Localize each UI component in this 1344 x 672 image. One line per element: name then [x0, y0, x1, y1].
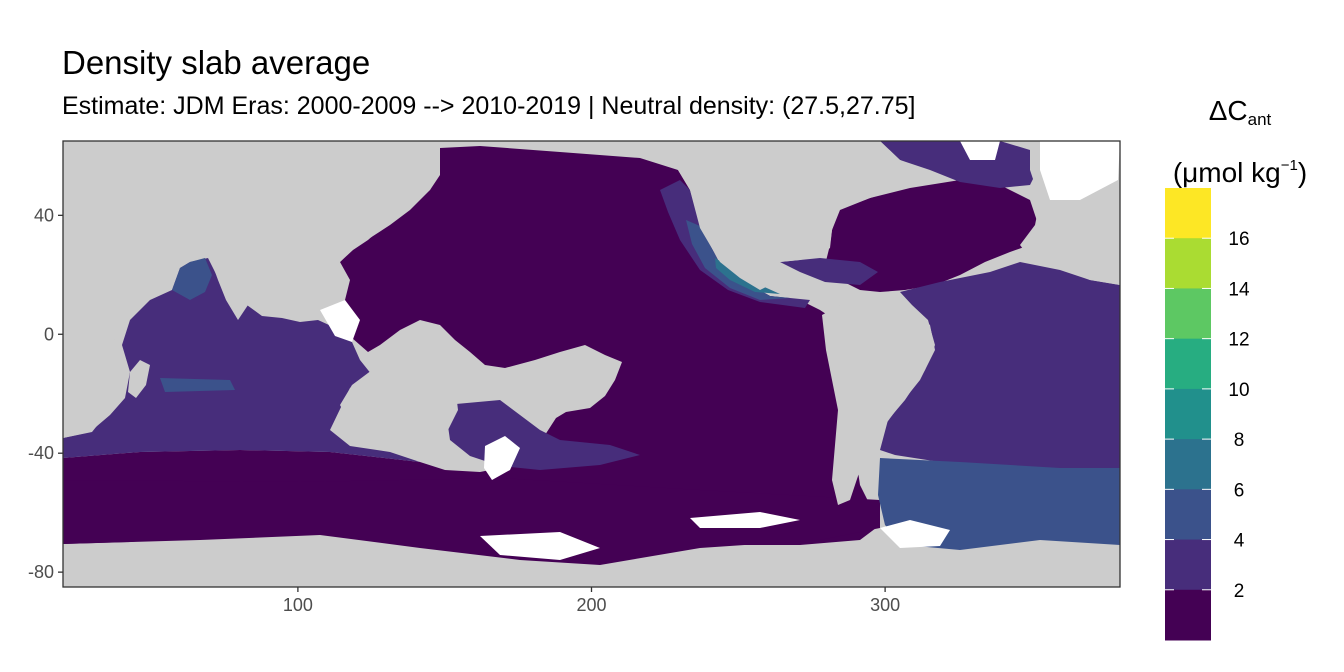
- caribbean: [780, 258, 878, 285]
- colorbar-swatch: [1165, 489, 1211, 541]
- legend-title: ΔCant (μmol kg−1): [1150, 88, 1330, 196]
- y-tick-label: 0: [44, 324, 54, 344]
- colorbar-swatch: [1165, 589, 1211, 641]
- colorbar-swatch: [1165, 288, 1211, 340]
- no-data-baffin: [960, 141, 1000, 160]
- y-tick-label: -80: [28, 562, 54, 582]
- no-data-indonesia: [320, 300, 360, 342]
- madagascar-land: [128, 360, 150, 398]
- map-panel: [63, 141, 1120, 587]
- map-subtitle: Estimate: JDM Eras: 2000-2009 --> 2010-2…: [62, 92, 916, 120]
- colorbar-legend: 2 4 6 8 10 12 14 16: [1165, 188, 1250, 641]
- colorbar-label: 14: [1228, 279, 1250, 300]
- no-data-weddell: [880, 520, 950, 548]
- south-atlantic-band: [878, 458, 1120, 550]
- x-tick-label: 300: [870, 595, 900, 615]
- colorbar-swatch: [1165, 439, 1211, 490]
- no-data-europe: [1040, 141, 1120, 200]
- legend-subscript: ant: [1247, 110, 1272, 129]
- legend-unit-close: ): [1297, 157, 1308, 188]
- north-america-land: [640, 141, 930, 290]
- india-land: [210, 250, 262, 320]
- eurasia-land: [63, 141, 440, 270]
- no-data-antarctic-shelf: [480, 532, 600, 560]
- antarctica-land: [63, 548, 1120, 587]
- colorbar-swatch: [1165, 238, 1211, 289]
- indian-ocean: [63, 258, 440, 470]
- no-data-newzealand: [484, 436, 520, 480]
- nordic-seas: [880, 141, 1040, 188]
- colorbar-label: 12: [1228, 330, 1249, 351]
- colorbar-label: 6: [1234, 480, 1245, 501]
- north-atlantic: [825, 180, 1040, 292]
- africa-land: [63, 141, 152, 438]
- y-tick-label: 40: [34, 205, 54, 225]
- pacific-southern-ocean: [63, 146, 876, 562]
- southern-ocean-band: [63, 478, 880, 565]
- colorbar-swatch: [1165, 539, 1211, 591]
- east-pacific-band-teal: [715, 258, 780, 294]
- colorbar-label: 8: [1234, 430, 1245, 451]
- arabian-sea-patch: [172, 258, 212, 300]
- legend-symbol: ΔC: [1208, 95, 1248, 126]
- colorbar-label: 16: [1228, 229, 1249, 250]
- colorbar-label: 4: [1234, 531, 1245, 552]
- legend-unit-exponent: −1: [1280, 157, 1298, 174]
- colorbar-swatch: [1165, 388, 1211, 440]
- map-title: Density slab average: [62, 44, 371, 81]
- y-tick-label: -40: [28, 443, 54, 463]
- colorbar-swatch: [1165, 338, 1211, 390]
- east-pacific-band-blue: [686, 220, 790, 300]
- colorbar-label: 2: [1234, 581, 1245, 602]
- australia-land: [340, 358, 458, 444]
- legend-unit-open: (μmol kg: [1172, 157, 1281, 188]
- south-america-land: [822, 300, 935, 505]
- indian-ocean-streak: [160, 378, 235, 392]
- colorbar-swatch: [1165, 188, 1211, 239]
- x-tick-label: 200: [576, 595, 606, 615]
- x-tick-label: 100: [283, 595, 313, 615]
- no-data-antarctic-shelf-2: [690, 512, 800, 528]
- colorbar-label: 10: [1228, 380, 1249, 401]
- south-atlantic: [880, 262, 1120, 470]
